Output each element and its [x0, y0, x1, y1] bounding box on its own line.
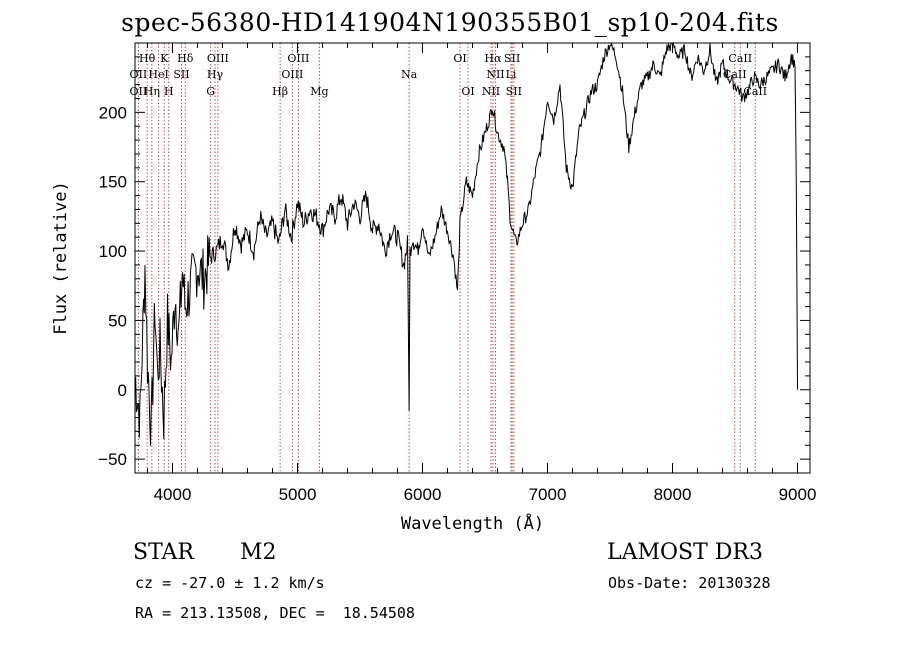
object-class: STAR: [133, 540, 194, 565]
object-subclass: M2: [240, 540, 277, 565]
line-label: Hβ: [272, 85, 288, 98]
line-label: OIII: [287, 52, 309, 65]
line-label: HeI: [148, 68, 168, 81]
survey-name: LAMOST DR3: [607, 540, 763, 565]
line-label: K: [160, 52, 169, 65]
x-tick-label: 7000: [529, 485, 567, 504]
line-label: Hθ: [139, 52, 156, 65]
line-label: OII: [130, 85, 148, 98]
y-tick-label: 100: [99, 242, 127, 261]
line-label: CaII: [723, 68, 747, 81]
x-tick-label: 6000: [404, 485, 442, 504]
line-label: SII: [504, 52, 520, 65]
obs-date: Obs-Date: 20130328: [608, 574, 771, 592]
y-tick-label: 150: [99, 173, 127, 192]
x-tick-label: 9000: [779, 485, 817, 504]
coordinates: RA = 213.13508, DEC = 18.54508: [135, 604, 415, 622]
y-tick-label: 50: [108, 311, 127, 330]
line-label: OII: [130, 68, 148, 81]
line-label: SII: [173, 68, 189, 81]
x-tick-label: 4000: [154, 485, 192, 504]
line-label: OIII: [207, 52, 229, 65]
spectrum-line: [134, 41, 798, 446]
x-axis-label: Wavelength (Å): [401, 512, 544, 534]
redshift-cz: cz = -27.0 ± 1.2 km/s: [135, 574, 325, 592]
line-label: Hα: [484, 52, 502, 65]
line-label: Mg: [310, 85, 328, 98]
line-label: OI: [461, 85, 474, 98]
y-axis-label: Flux (relative): [51, 181, 71, 335]
y-tick-label: −50: [98, 450, 127, 469]
line-label: CaII: [728, 52, 752, 65]
line-label: NII: [486, 68, 504, 81]
line-label: H: [164, 85, 174, 98]
chart-title: spec-56380-HD141904N190355B01_sp10-204.f…: [121, 8, 779, 37]
line-label: Li: [506, 68, 517, 81]
line-label: Hγ: [207, 68, 224, 81]
line-label: OI: [453, 52, 466, 65]
line-label: Hδ: [177, 52, 194, 65]
line-label: NII: [482, 85, 500, 98]
y-tick-label: 200: [99, 103, 127, 122]
plot-frame: [134, 42, 811, 474]
line-label: G: [206, 85, 215, 98]
line-label: Na: [401, 68, 418, 81]
line-label: Hη: [144, 85, 160, 98]
line-label: OIII: [281, 68, 303, 81]
y-tick-label: 0: [118, 381, 127, 400]
x-tick-label: 5000: [279, 485, 317, 504]
x-tick-label: 8000: [654, 485, 692, 504]
line-label: SII: [506, 85, 522, 98]
